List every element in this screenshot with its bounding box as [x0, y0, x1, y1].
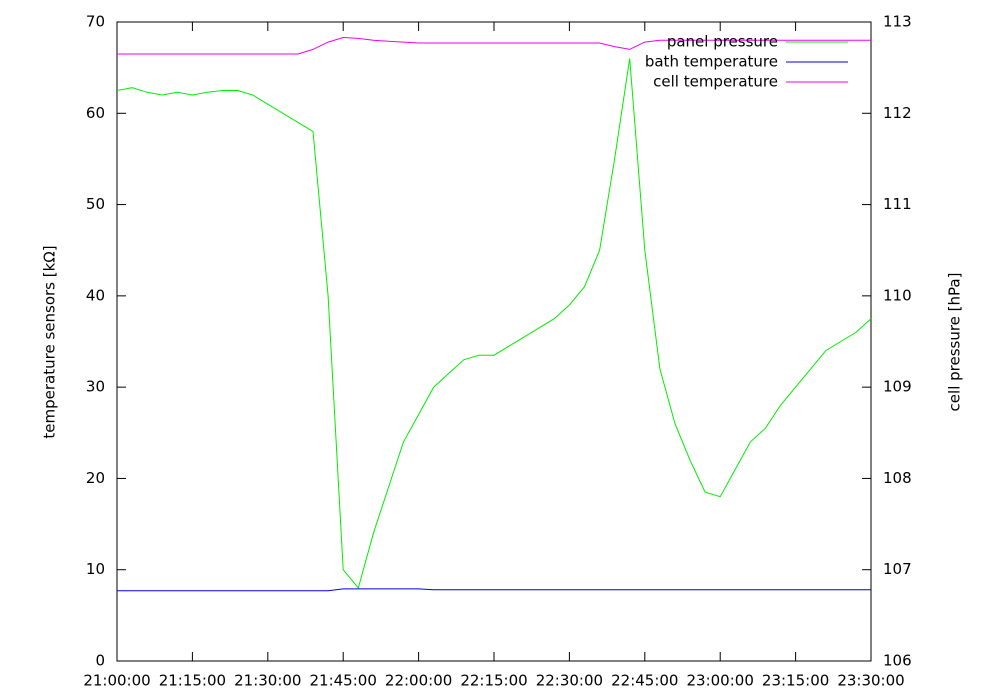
x-tick-label: 21:00:00 [83, 672, 150, 690]
x-tick-label: 23:30:00 [837, 672, 904, 690]
x-tick-label: 22:30:00 [536, 672, 603, 690]
y2-axis-label: cell pressure [hPa] [946, 273, 964, 412]
legend-label: cell temperature [653, 73, 778, 91]
y-tick-label: 40 [86, 286, 105, 304]
y-axis-label: temperature sensors [kΩ] [41, 245, 59, 438]
y-tick-label: 20 [86, 469, 105, 487]
y-tick-label: 60 [86, 104, 105, 122]
series-line [117, 588, 871, 592]
series-line [116, 58, 872, 590]
x-tick-label: 22:00:00 [385, 672, 452, 690]
y2-tick-label: 106 [883, 652, 912, 670]
y2-tick-label: 112 [883, 104, 912, 122]
plot-frame [116, 21, 872, 662]
y2-tick-label: 109 [883, 378, 912, 396]
y2-tick-label: 111 [883, 195, 912, 213]
y2-tick-label: 108 [883, 469, 912, 487]
y2-tick-label: 107 [883, 560, 912, 578]
legend-label: panel pressure [667, 33, 778, 51]
y2-tick-label: 110 [883, 286, 912, 304]
x-tick-label: 21:45:00 [310, 672, 377, 690]
x-tick-label: 21:15:00 [159, 672, 226, 690]
y-tick-label: 10 [86, 560, 105, 578]
legend-label: bath temperature [645, 53, 778, 71]
y-tick-label: 0 [95, 652, 105, 670]
y-tick-label: 30 [86, 378, 105, 396]
y2-tick-label: 113 [883, 13, 912, 31]
y-tick-label: 50 [86, 195, 105, 213]
x-tick-label: 21:30:00 [234, 672, 301, 690]
x-tick-label: 23:15:00 [762, 672, 829, 690]
y-tick-label: 70 [86, 13, 105, 31]
x-tick-label: 23:00:00 [687, 672, 754, 690]
x-tick-label: 22:45:00 [611, 672, 678, 690]
x-tick-label: 22:15:00 [460, 672, 527, 690]
series-line [117, 36, 871, 55]
